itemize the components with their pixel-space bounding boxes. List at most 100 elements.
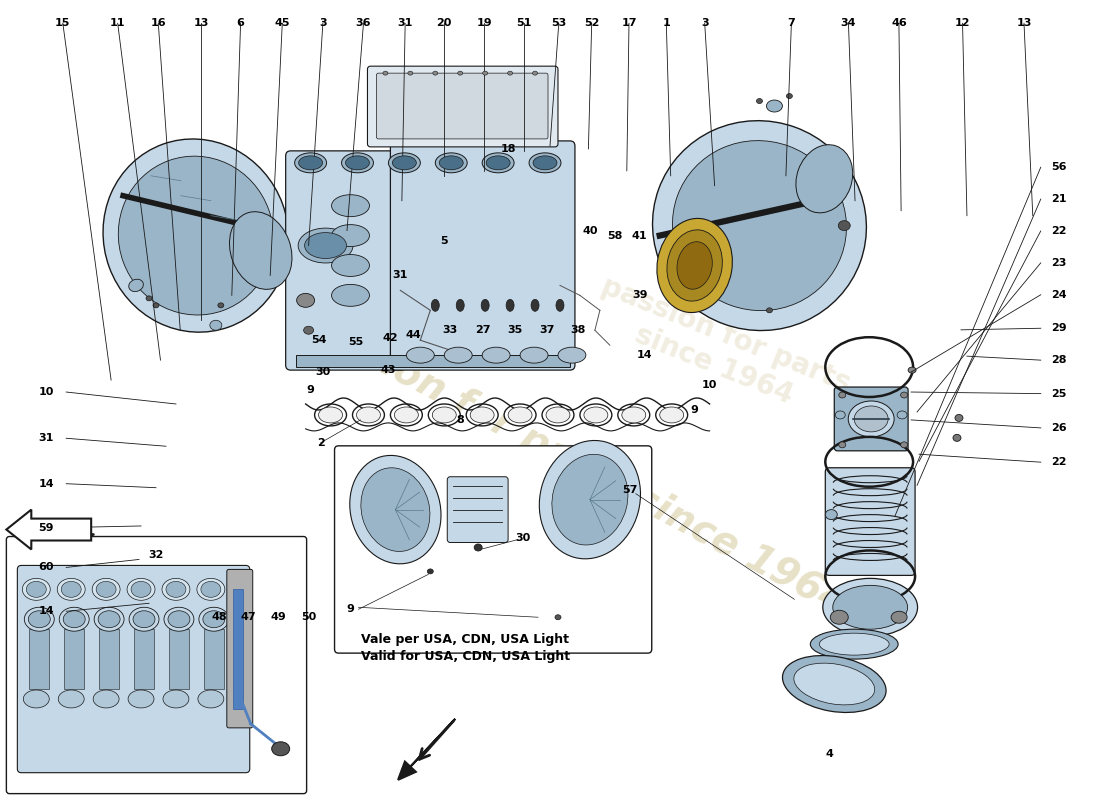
Ellipse shape (432, 71, 438, 75)
Text: Valid for USA, CDN, USA Light: Valid for USA, CDN, USA Light (361, 650, 570, 662)
FancyBboxPatch shape (367, 66, 558, 147)
Text: Vale per USA, CDN, USA Light: Vale per USA, CDN, USA Light (361, 633, 569, 646)
Ellipse shape (486, 156, 510, 170)
FancyBboxPatch shape (286, 151, 406, 370)
Ellipse shape (584, 407, 608, 423)
Ellipse shape (92, 578, 120, 600)
Ellipse shape (833, 586, 908, 630)
Ellipse shape (676, 242, 713, 290)
Ellipse shape (383, 71, 388, 75)
Ellipse shape (909, 367, 916, 373)
Ellipse shape (133, 610, 155, 628)
Ellipse shape (796, 145, 852, 213)
Ellipse shape (439, 156, 463, 170)
Ellipse shape (823, 578, 917, 636)
FancyArrow shape (398, 719, 455, 780)
Ellipse shape (482, 347, 510, 363)
Text: 57: 57 (623, 485, 638, 494)
Text: 51: 51 (516, 18, 531, 28)
Text: 13: 13 (194, 18, 209, 28)
Ellipse shape (466, 404, 498, 426)
Ellipse shape (197, 578, 224, 600)
Bar (64, 630, 85, 689)
Bar (233, 590, 243, 709)
Ellipse shape (162, 578, 190, 600)
Text: 6: 6 (236, 18, 244, 28)
Ellipse shape (901, 442, 908, 448)
Ellipse shape (470, 407, 494, 423)
Text: 58: 58 (607, 230, 623, 241)
Ellipse shape (406, 347, 434, 363)
Text: 55: 55 (348, 338, 363, 347)
Text: 54: 54 (311, 335, 327, 346)
Text: 16: 16 (151, 18, 166, 28)
Ellipse shape (955, 414, 962, 422)
Text: 34: 34 (840, 18, 856, 28)
Text: 25: 25 (1050, 389, 1066, 398)
Ellipse shape (272, 742, 289, 756)
Ellipse shape (356, 407, 381, 423)
Ellipse shape (436, 153, 468, 173)
Bar (204, 630, 223, 689)
Ellipse shape (119, 156, 274, 315)
Ellipse shape (556, 614, 561, 620)
Ellipse shape (128, 578, 155, 600)
Ellipse shape (539, 441, 640, 559)
Ellipse shape (546, 407, 570, 423)
Ellipse shape (393, 156, 416, 170)
Text: 59: 59 (39, 522, 54, 533)
Ellipse shape (891, 611, 908, 623)
Ellipse shape (388, 153, 420, 173)
Text: 33: 33 (442, 326, 458, 335)
Text: 47: 47 (241, 612, 256, 622)
Text: 36: 36 (355, 18, 371, 28)
Ellipse shape (621, 407, 646, 423)
Ellipse shape (652, 121, 867, 330)
Text: 43: 43 (381, 365, 396, 375)
Text: 46: 46 (891, 18, 906, 28)
Text: 14: 14 (39, 606, 54, 616)
Ellipse shape (508, 407, 532, 423)
Ellipse shape (146, 296, 152, 301)
Ellipse shape (531, 299, 539, 311)
Bar (169, 630, 189, 689)
Ellipse shape (26, 582, 46, 598)
Ellipse shape (428, 404, 460, 426)
Ellipse shape (481, 299, 490, 311)
Ellipse shape (835, 411, 845, 419)
Ellipse shape (482, 153, 514, 173)
Ellipse shape (483, 71, 487, 75)
Ellipse shape (128, 690, 154, 708)
Ellipse shape (168, 610, 190, 628)
Ellipse shape (395, 407, 418, 423)
Ellipse shape (556, 299, 564, 311)
Bar (99, 630, 119, 689)
Ellipse shape (618, 404, 650, 426)
Ellipse shape (672, 141, 847, 310)
Ellipse shape (94, 690, 119, 708)
Ellipse shape (830, 610, 848, 624)
Text: 31: 31 (397, 18, 412, 28)
Text: 30: 30 (315, 367, 330, 377)
Ellipse shape (529, 153, 561, 173)
Ellipse shape (432, 407, 456, 423)
Ellipse shape (163, 690, 189, 708)
Text: 50: 50 (301, 612, 316, 622)
Bar (296, 355, 570, 367)
FancyBboxPatch shape (7, 537, 307, 794)
Ellipse shape (660, 407, 684, 423)
Ellipse shape (767, 308, 772, 313)
Text: 60: 60 (39, 562, 54, 573)
Ellipse shape (29, 610, 51, 628)
Ellipse shape (794, 663, 874, 705)
Text: 19: 19 (476, 18, 492, 28)
Text: passion for parts since 1964: passion for parts since 1964 (287, 297, 854, 622)
Ellipse shape (532, 71, 538, 75)
Ellipse shape (315, 404, 346, 426)
Ellipse shape (305, 233, 346, 258)
Ellipse shape (520, 347, 548, 363)
Ellipse shape (96, 582, 117, 598)
Text: 37: 37 (539, 326, 554, 335)
Ellipse shape (95, 607, 124, 631)
FancyBboxPatch shape (448, 477, 508, 542)
